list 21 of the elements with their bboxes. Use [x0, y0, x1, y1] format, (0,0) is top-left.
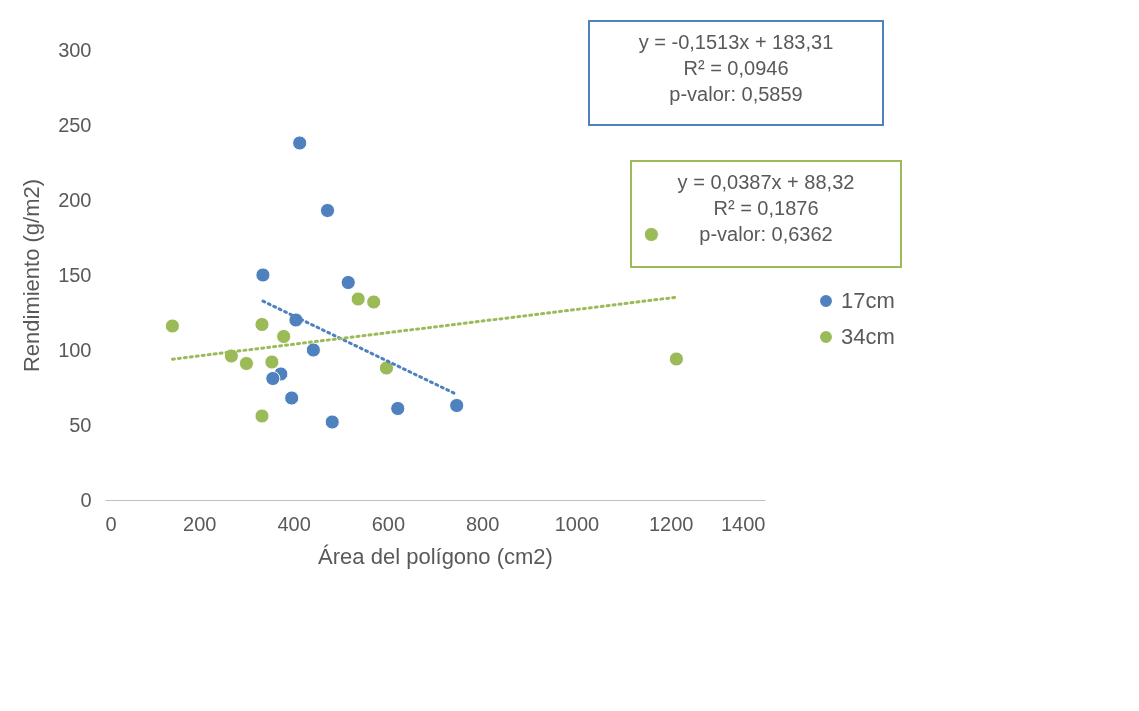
x-axis-title: Área del polígono (cm2) — [318, 543, 553, 569]
y-tick-label: 250 — [58, 113, 92, 136]
y-axis-title: Rendimiento (g/m2) — [19, 178, 45, 373]
y-tick-label: 0 — [80, 488, 92, 511]
x-tick-label: 0 — [105, 512, 117, 535]
legend-label: 17cm — [841, 288, 895, 313]
y-tick-label: 100 — [58, 338, 92, 361]
y-tick-label: 150 — [58, 263, 92, 286]
x-tick-label: 1400 — [721, 512, 766, 535]
x-tick-label: 400 — [277, 512, 311, 535]
annotation: y = -0,1513x + 183,31 R² = 0,0946 p-valor: 0,5859 — [638, 31, 834, 105]
x-tick-label: 1200 — [648, 512, 694, 535]
y-tick-label: 50 — [69, 413, 92, 436]
y-tick-label: 200 — [58, 188, 92, 211]
annotation: y = 0,0387x + 88,32 R² = 0,1876 p-valor: 0,6362 — [677, 171, 855, 245]
x-tick-label: 200 — [183, 512, 217, 535]
x-tick-label: 1000 — [554, 512, 600, 535]
y-tick-label: 300 — [58, 38, 92, 61]
legend-label: 34cm — [841, 324, 895, 349]
x-tick-label: 600 — [371, 512, 406, 535]
x-tick-label: 800 — [465, 512, 500, 535]
